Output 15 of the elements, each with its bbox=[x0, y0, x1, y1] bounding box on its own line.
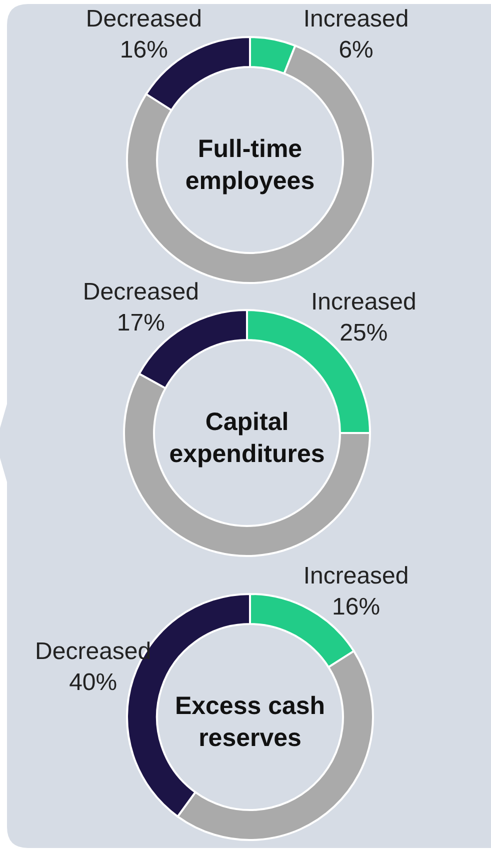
data-label: 16% bbox=[332, 594, 380, 621]
data-label: 17% bbox=[116, 310, 165, 337]
slice-label: Decreased bbox=[35, 638, 152, 666]
text: Capital expenditures bbox=[169, 408, 325, 468]
slice-label: Increased bbox=[310, 288, 416, 316]
data-label: 25% bbox=[340, 319, 388, 346]
slice-label: Increased bbox=[303, 6, 409, 33]
text: Full-time employees bbox=[185, 135, 315, 195]
slice-label: Decreased bbox=[82, 278, 199, 306]
data-label: 40% bbox=[69, 669, 118, 696]
slice-label: Decreased bbox=[86, 6, 202, 33]
text: Excess cash reserves bbox=[174, 692, 326, 752]
data-label: 6% bbox=[338, 36, 374, 64]
slice-label: Increased bbox=[303, 562, 409, 590]
data-label: 16% bbox=[120, 36, 168, 64]
